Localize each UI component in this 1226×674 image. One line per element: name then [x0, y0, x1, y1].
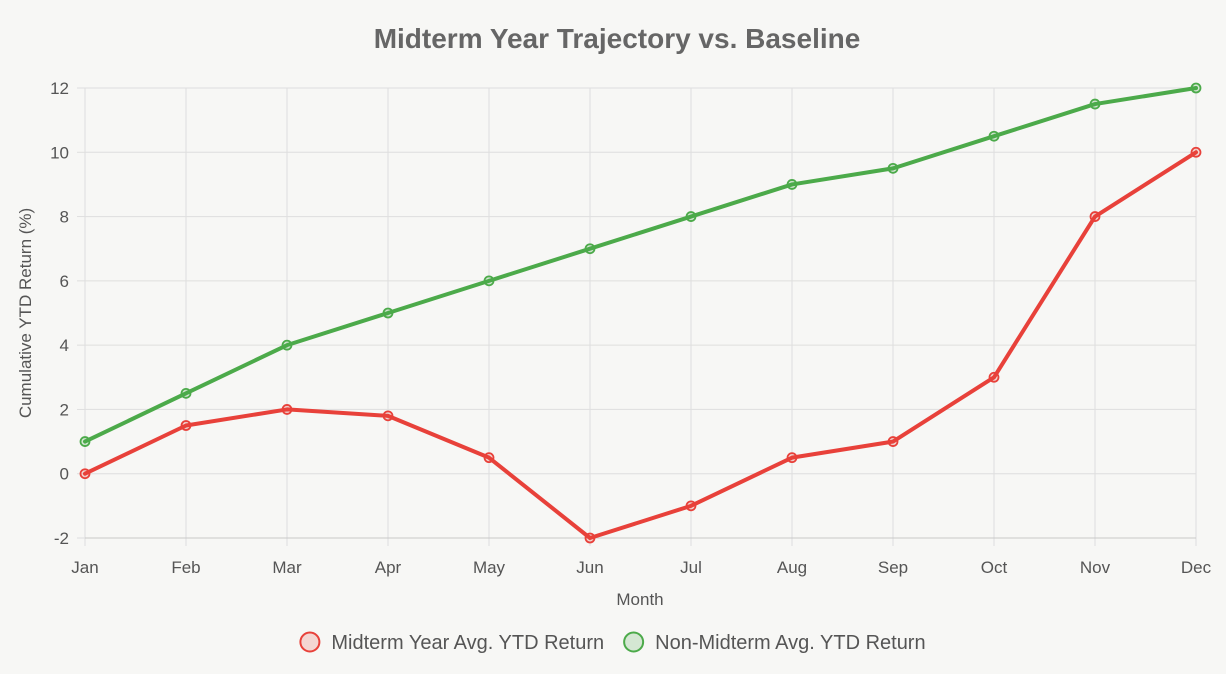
data-point[interactable]	[584, 243, 596, 255]
x-tick-label: Feb	[171, 558, 200, 577]
series	[79, 82, 1202, 544]
legend-item[interactable]: Midterm Year Avg. YTD Return	[299, 631, 604, 654]
data-point[interactable]	[584, 532, 596, 544]
data-point[interactable]	[483, 275, 495, 287]
legend-label: Midterm Year Avg. YTD Return	[331, 632, 604, 654]
y-axis-title: Cumulative YTD Return (%)	[16, 208, 35, 418]
x-tick-label: Jan	[71, 558, 98, 577]
y-tick-label: 6	[60, 272, 69, 291]
x-tick-label: Jul	[680, 558, 702, 577]
x-tick-label: Aug	[777, 558, 807, 577]
x-axis-ticks: Jan Feb Mar Apr May Jun Jul Aug Sep Oct Nov Dec	[71, 558, 1211, 577]
series-line	[83, 86, 1198, 444]
data-point[interactable]	[685, 500, 697, 512]
data-point[interactable]	[79, 436, 91, 447]
data-point[interactable]	[887, 436, 899, 447]
data-point[interactable]	[180, 420, 192, 431]
legend-marker	[299, 631, 321, 653]
x-tick-label: May	[473, 558, 506, 577]
chart-title: Midterm Year Trajectory vs. Baseline	[374, 23, 861, 54]
data-point[interactable]	[1089, 211, 1101, 222]
data-point[interactable]	[1190, 146, 1202, 158]
data-point[interactable]	[180, 387, 192, 399]
legend-item[interactable]: Non-Midterm Avg. YTD Return	[623, 631, 926, 654]
data-point[interactable]	[887, 162, 899, 174]
legend: Midterm Year Avg. YTD Return Non-Midterm …	[299, 631, 926, 654]
y-tick-label: 8	[60, 208, 69, 227]
data-point[interactable]	[281, 404, 293, 415]
data-point[interactable]	[382, 410, 394, 422]
legend-marker	[623, 631, 645, 653]
data-point[interactable]	[382, 307, 394, 319]
data-point[interactable]	[281, 339, 293, 351]
y-tick-label: -2	[54, 529, 69, 548]
data-point[interactable]	[786, 179, 798, 190]
legend-label: Non-Midterm Avg. YTD Return	[655, 632, 925, 654]
y-axis-ticks: -2 0 2 4 6 8 10 12	[50, 79, 69, 548]
y-tick-label: 10	[50, 143, 69, 162]
x-tick-label: Dec	[1181, 558, 1212, 577]
grid	[77, 87, 1197, 546]
data-point[interactable]	[1190, 82, 1202, 94]
data-point[interactable]	[1089, 98, 1101, 110]
y-tick-label: 0	[60, 465, 69, 484]
x-tick-label: Sep	[878, 558, 908, 577]
x-tick-label: Apr	[375, 558, 402, 577]
y-tick-label: 12	[50, 79, 69, 98]
data-point[interactable]	[483, 452, 495, 464]
series-line	[83, 150, 1198, 540]
data-point[interactable]	[988, 371, 1000, 383]
data-point[interactable]	[786, 452, 798, 464]
data-point[interactable]	[685, 211, 697, 222]
x-tick-label: Jun	[576, 558, 603, 577]
x-axis-title: Month	[616, 590, 663, 609]
series-2	[79, 82, 1202, 447]
series-1	[79, 146, 1202, 544]
x-tick-label: Oct	[981, 558, 1008, 577]
y-tick-label: 4	[60, 336, 69, 355]
x-tick-label: Mar	[272, 558, 302, 577]
y-tick-label: 2	[60, 400, 69, 419]
data-point[interactable]	[988, 130, 1000, 142]
data-point[interactable]	[79, 468, 91, 480]
x-tick-label: Nov	[1080, 558, 1111, 577]
